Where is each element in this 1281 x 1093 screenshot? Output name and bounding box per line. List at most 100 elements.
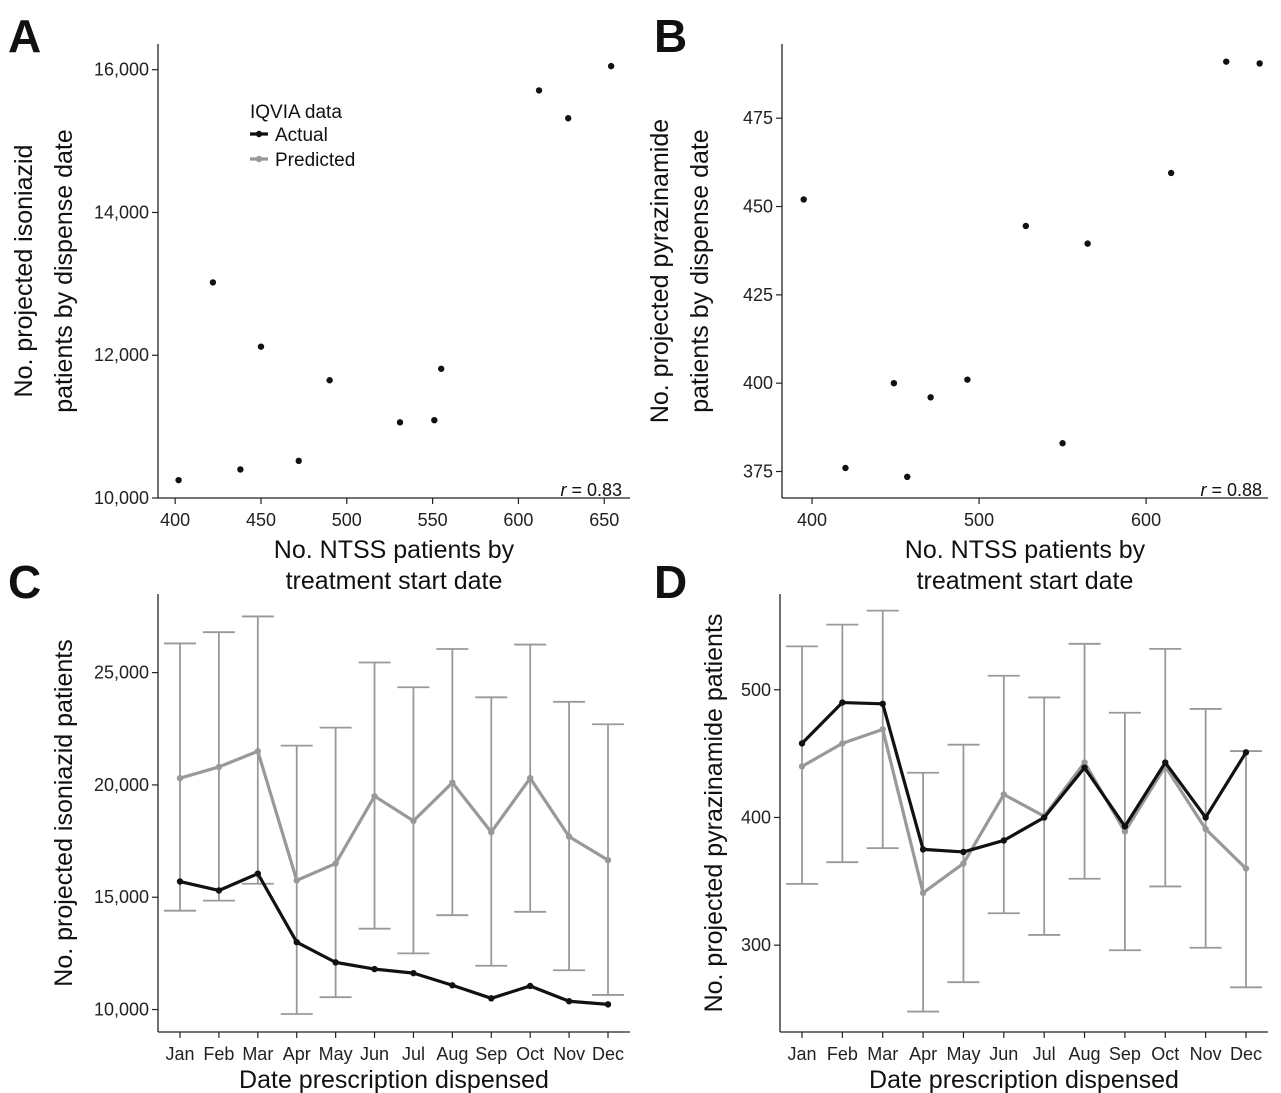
panel-letter: C: [8, 556, 41, 608]
x-tick-label: Aug: [436, 1044, 468, 1064]
x-tick-label: 450: [246, 510, 276, 530]
x-tick-label: Jan: [787, 1044, 816, 1064]
series-point-predicted: [488, 828, 495, 836]
data-point: [964, 376, 971, 383]
x-tick-label: Dec: [592, 1044, 624, 1064]
data-point: [1167, 169, 1175, 177]
correlation-value: = 0.88: [1206, 480, 1262, 500]
x-axis-title: No. NTSS patients by: [274, 536, 515, 564]
data-point: [1059, 440, 1066, 447]
x-tick-label: May: [946, 1044, 980, 1064]
series-line-predicted: [801, 727, 1248, 895]
series-point-predicted: [371, 792, 378, 800]
y-axis-title: patients by dispense date: [686, 129, 714, 413]
x-tick-label: Feb: [203, 1044, 234, 1064]
series-point-predicted: [254, 748, 262, 755]
x-tick-label: Jul: [1033, 1044, 1056, 1064]
series-point-actual: [449, 982, 456, 989]
data-point: [438, 365, 445, 372]
data-point: [842, 464, 849, 472]
y-tick-label: 12,000: [94, 345, 149, 365]
series-line-actual: [800, 700, 1248, 854]
data-point: [326, 377, 333, 384]
series-point-predicted: [1081, 759, 1088, 766]
x-tick-label: Nov: [1190, 1044, 1222, 1064]
series-point-predicted: [526, 774, 534, 782]
series-line-predicted: [179, 749, 609, 882]
y-axis-title: patients by dispense date: [50, 129, 78, 413]
y-tick-label: 450: [743, 197, 773, 217]
data-point: [535, 87, 543, 94]
data-point: [396, 419, 404, 426]
y-tick-label: 16,000: [94, 60, 149, 80]
y-axis-title: No. projected isoniazid patients: [50, 639, 78, 986]
series-point-actual: [215, 887, 223, 894]
data-point: [565, 115, 572, 122]
y-tick-label: 400: [743, 373, 773, 393]
series-point-actual: [1202, 814, 1209, 821]
series-point-predicted: [1000, 791, 1008, 798]
x-tick-label: Jul: [402, 1044, 425, 1064]
panel-c: C 10,000 15,000 20,000 25,000 Jan Feb Mar Apr May…: [8, 556, 630, 1093]
x-tick-label: 650: [589, 510, 619, 530]
series-point-actual: [488, 995, 495, 1002]
data-point: [890, 379, 898, 387]
series-point-actual: [332, 959, 339, 966]
data-point: [607, 62, 615, 70]
x-axis-title: Date prescription dispensed: [869, 1066, 1179, 1093]
series-point-actual: [1000, 837, 1008, 844]
series-point-actual: [1040, 814, 1048, 821]
x-tick-label: Nov: [553, 1044, 585, 1064]
correlation-value: = 0.83: [566, 480, 622, 500]
y-tick-label: 10,000: [94, 488, 149, 508]
series-point-actual: [879, 700, 886, 708]
x-axis-title: Date prescription dispensed: [239, 1066, 549, 1093]
correlation-symbol: r: [560, 480, 567, 500]
data-point: [1084, 240, 1091, 247]
y-tick-label: 425: [743, 285, 773, 305]
x-tick-label: Apr: [283, 1044, 311, 1064]
y-tick-label: 20,000: [94, 775, 149, 795]
x-tick-label: Jun: [360, 1044, 389, 1064]
x-tick-label: Jun: [989, 1044, 1018, 1064]
series-point-actual: [371, 965, 378, 973]
x-axis-title: treatment start date: [286, 567, 503, 595]
series-point-actual: [960, 848, 967, 856]
series-point-predicted: [1202, 825, 1209, 833]
data-point: [1022, 222, 1030, 230]
series-point-predicted: [1121, 828, 1129, 835]
series-point-actual: [1242, 749, 1250, 756]
series-point-predicted: [410, 817, 417, 825]
x-tick-label: Aug: [1069, 1044, 1101, 1064]
x-tick-label: Oct: [516, 1044, 544, 1064]
data-point: [295, 457, 302, 465]
series-point-predicted: [604, 856, 612, 864]
series-point-predicted: [879, 726, 886, 733]
correlation-annotation: r = 0.88: [1200, 480, 1262, 500]
series-point-predicted: [449, 779, 456, 786]
data-point: [800, 196, 807, 203]
y-tick-label: 14,000: [94, 202, 149, 222]
series-point-predicted: [332, 860, 339, 867]
series-point-predicted: [176, 774, 184, 782]
series-point-actual: [1081, 764, 1088, 771]
series-point-predicted: [565, 833, 573, 840]
x-tick-label: Oct: [1151, 1044, 1179, 1064]
x-tick-label: 600: [1131, 510, 1161, 530]
series-point-actual: [176, 878, 184, 885]
legend-marker-predicted: [255, 155, 263, 163]
y-axis-title: No. projected pyrazinamide patients: [700, 614, 728, 1013]
legend-label-actual: Actual: [275, 125, 328, 146]
x-tick-label: Feb: [827, 1044, 858, 1064]
y-tick-label: 15,000: [94, 887, 149, 907]
series-point-actual: [1121, 823, 1129, 830]
y-tick-label: 10,000: [94, 1000, 149, 1020]
x-tick-label: Dec: [1230, 1044, 1262, 1064]
x-tick-label: 400: [160, 510, 190, 530]
y-axis-title: No. projected isoniazid: [10, 145, 38, 398]
x-axis-title: No. NTSS patients by: [905, 536, 1146, 564]
y-tick-label: 500: [741, 680, 771, 700]
legend-title: IQVIA data: [250, 102, 342, 123]
series-point-predicted: [839, 740, 846, 747]
series-point-predicted: [1242, 865, 1250, 872]
